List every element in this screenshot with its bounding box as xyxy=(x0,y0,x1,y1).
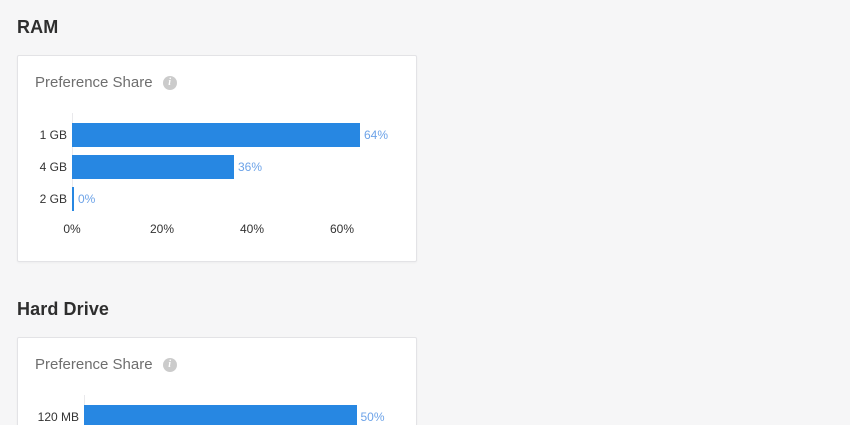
value-label: 36% xyxy=(238,160,263,174)
chart-axis: 0% 20% 40% 60% xyxy=(35,222,399,236)
bar[interactable] xyxy=(72,123,360,147)
chart-row: 120 MB 50% xyxy=(35,405,399,425)
section-ram: RAM Preference Share 1 GB 64% 4 GB 36% 2 GB 0… xyxy=(17,17,417,262)
category-label: 2 GB xyxy=(39,192,67,206)
category-label: 120 MB xyxy=(37,410,79,424)
category-label: 1 GB xyxy=(39,128,67,142)
bar[interactable] xyxy=(72,155,234,179)
section-hard-drive: Hard Drive Preference Share 120 MB50%80 … xyxy=(17,299,417,425)
axis-tick-label: 60% xyxy=(329,222,355,236)
value-label: 64% xyxy=(364,128,389,142)
info-icon[interactable] xyxy=(162,76,177,90)
chart-rows: 1 GB 64% 4 GB 36% 2 GB 0% xyxy=(35,113,399,211)
preference-share-card-ram: Preference Share 1 GB 64% 4 GB 36% 2 GB 0% 0%… xyxy=(17,55,417,262)
card-header: Preference Share xyxy=(35,75,399,91)
card-header: Preference Share xyxy=(35,357,399,373)
value-label: 50% xyxy=(360,410,385,424)
card-title: Preference Share xyxy=(35,356,153,373)
section-title-hard-drive: Hard Drive xyxy=(17,299,110,319)
value-label: 0% xyxy=(78,192,96,206)
section-title-ram: RAM xyxy=(17,17,59,37)
chart-row: 1 GB 64% xyxy=(35,123,399,147)
category-label: 4 GB xyxy=(39,160,67,174)
bar-chart-ram: 1 GB 64% 4 GB 36% 2 GB 0% 0% 20% 40% 60% xyxy=(35,113,399,236)
bar[interactable] xyxy=(84,405,357,425)
info-icon[interactable] xyxy=(162,358,177,372)
card-title: Preference Share xyxy=(35,74,153,91)
bar[interactable] xyxy=(72,187,74,211)
chart-row: 2 GB 0% xyxy=(35,187,399,211)
dashboard-grid: RAM Preference Share 1 GB 64% 4 GB 36% 2 GB 0… xyxy=(17,17,833,425)
axis-tick-label: 0% xyxy=(63,222,81,236)
chart-row: 4 GB 36% xyxy=(35,155,399,179)
axis-tick-label: 40% xyxy=(239,222,265,236)
axis-tick-label: 20% xyxy=(149,222,175,236)
